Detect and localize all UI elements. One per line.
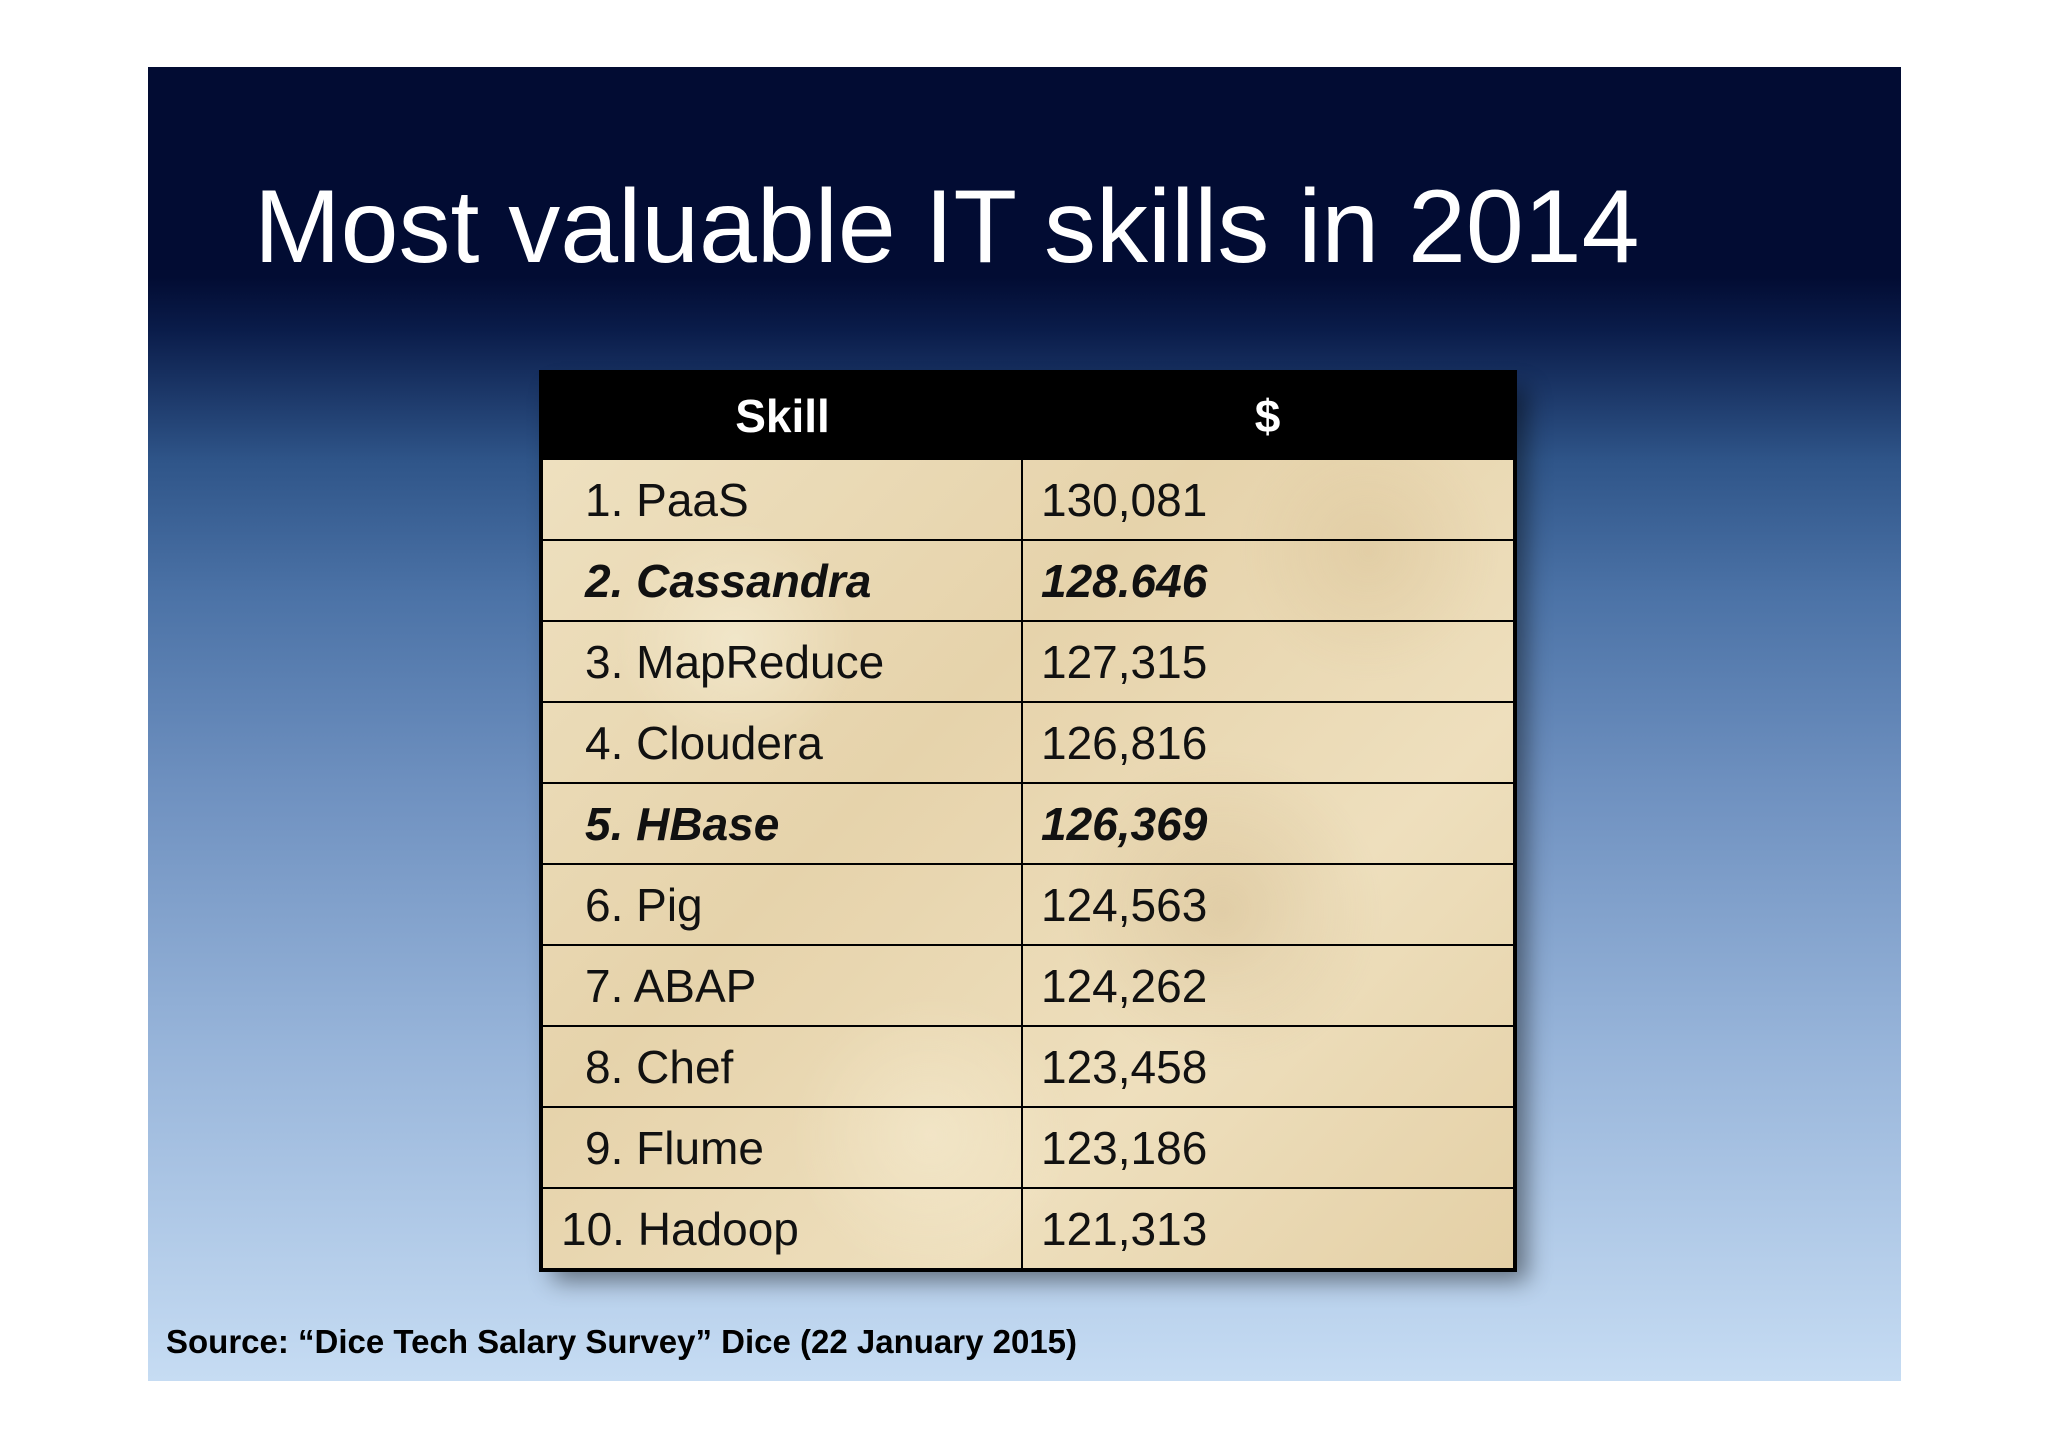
skill-cell: 6. Pig [540, 863, 1023, 946]
table-row: 5. HBase 126,369 [540, 782, 1516, 865]
salary-cell: 123,458 [1021, 1025, 1516, 1108]
skill-cell: 3. MapReduce [540, 620, 1023, 703]
table-header-row: Skill $ [541, 372, 1515, 459]
skill-cell: 5. HBase [540, 782, 1023, 865]
skill-cell: 4. Cloudera [540, 701, 1023, 784]
skill-cell: 1. PaaS [540, 458, 1023, 541]
source-citation: Source: “Dice Tech Salary Survey” Dice (… [166, 1323, 1078, 1360]
salary-cell: 121,313 [1021, 1187, 1516, 1271]
table-row: 6. Pig 124,563 [540, 863, 1516, 946]
skill-cell: 10. Hadoop [540, 1187, 1023, 1271]
salary-cell: 126,369 [1021, 782, 1516, 865]
slide: Most valuable IT skills in 2014 Skill $ … [148, 67, 1901, 1381]
skill-cell: 8. Chef [540, 1025, 1023, 1108]
salary-cell: 124,563 [1021, 863, 1516, 946]
table-row: 4. Cloudera 126,816 [540, 701, 1516, 784]
slide-title: Most valuable IT skills in 2014 [254, 169, 1640, 285]
header-skill: Skill [541, 372, 1022, 459]
salary-cell: 128.646 [1021, 539, 1516, 622]
table-row: 7. ABAP 124,262 [540, 944, 1516, 1027]
table-row: 10. Hadoop 121,313 [540, 1187, 1516, 1271]
table-row: 3. MapReduce 127,315 [540, 620, 1516, 703]
table-row: 2. Cassandra 128.646 [540, 539, 1516, 622]
salary-cell: 124,262 [1021, 944, 1516, 1027]
skills-table: Skill $ 1. PaaS 130,081 2. Cassandra 128… [539, 370, 1517, 1272]
table-row: 1. PaaS 130,081 [540, 458, 1516, 541]
salary-cell: 123,186 [1021, 1106, 1516, 1189]
skill-cell: 7. ABAP [540, 944, 1023, 1027]
header-dollar: $ [1022, 372, 1515, 459]
salary-cell: 127,315 [1021, 620, 1516, 703]
salary-cell: 130,081 [1021, 458, 1516, 541]
skills-table-container: Skill $ 1. PaaS 130,081 2. Cassandra 128… [539, 370, 1517, 1272]
skill-cell: 2. Cassandra [540, 539, 1023, 622]
salary-cell: 126,816 [1021, 701, 1516, 784]
table-row: 9. Flume 123,186 [540, 1106, 1516, 1189]
skill-cell: 9. Flume [540, 1106, 1023, 1189]
table-row: 8. Chef 123,458 [540, 1025, 1516, 1108]
